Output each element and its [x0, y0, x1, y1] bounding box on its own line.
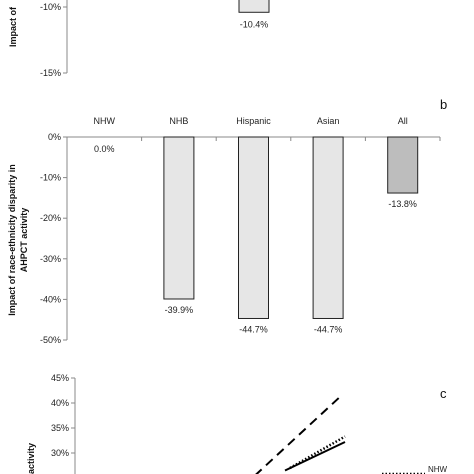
panel-b-category-label: NHW	[94, 116, 116, 126]
panel-b-bar	[238, 136, 269, 319]
panel-b-y-axis-title-line2: AHPCT activity	[19, 208, 29, 273]
panel-a-y-tick-label: -10%	[40, 2, 61, 12]
panel-c-series-line-solid	[284, 441, 346, 472]
panel-b-y-tick-label: -30%	[40, 254, 61, 264]
panel-c-y-tick-label: 40%	[51, 398, 69, 408]
panel-b-y-tick-label: -10%	[40, 173, 61, 183]
panel-c-series-line-dashed	[255, 394, 343, 474]
panel-c-letter: c	[440, 386, 447, 401]
panel-c-y-tick-label: 30%	[51, 448, 69, 458]
panel-c-y-tick-label: 45%	[51, 373, 69, 383]
panel-b-y-tick-label: -50%	[40, 335, 61, 345]
panel-b-bar	[163, 136, 195, 300]
panel-b-data-label: -39.9%	[165, 305, 194, 315]
panel-a: -10% -15% -10.4% Impact of	[8, 0, 270, 78]
panel-b-category-label: Asian	[317, 116, 340, 126]
panel-b-data-label: 0.0%	[94, 144, 115, 154]
panel-b-data-label: -13.8%	[388, 199, 417, 209]
panel-b-bar	[312, 136, 344, 319]
panel-b-category-label: NHB	[169, 116, 188, 126]
panel-b-data-label: -44.7%	[314, 324, 343, 334]
panel-c-y-axis-title: activity	[26, 443, 36, 474]
panel-b-letter: b	[440, 97, 447, 112]
panel-b-y-tick-label: 0%	[48, 132, 61, 142]
panel-b-category-label: Hispanic	[236, 116, 271, 126]
panel-c: c 45% 40% 35% 30% activity NHW	[26, 373, 448, 474]
panel-a-data-label: -10.4%	[240, 19, 269, 29]
panel-b-bar	[387, 136, 419, 194]
panel-b-y-axis-title-line1: Impact of race-ethnicity disparity in	[7, 164, 17, 316]
panel-b-y-tick-label: -40%	[40, 294, 61, 304]
panel-b: b 0% -10% -20% -30% -40% -50% NHW 0.0% NHB -39.9% H…	[7, 97, 447, 345]
panel-a-y-axis-title: Impact of	[8, 6, 18, 47]
panel-b-category-label: All	[398, 116, 408, 126]
panel-a-bar	[238, 0, 270, 13]
panel-a-y-tick-label: -15%	[40, 68, 61, 78]
panel-c-y-tick-label: 35%	[51, 423, 69, 433]
panel-b-data-label: -44.7%	[239, 324, 268, 334]
panel-c-legend-label-nhw: NHW	[428, 465, 448, 474]
panel-b-y-tick-label: -20%	[40, 213, 61, 223]
